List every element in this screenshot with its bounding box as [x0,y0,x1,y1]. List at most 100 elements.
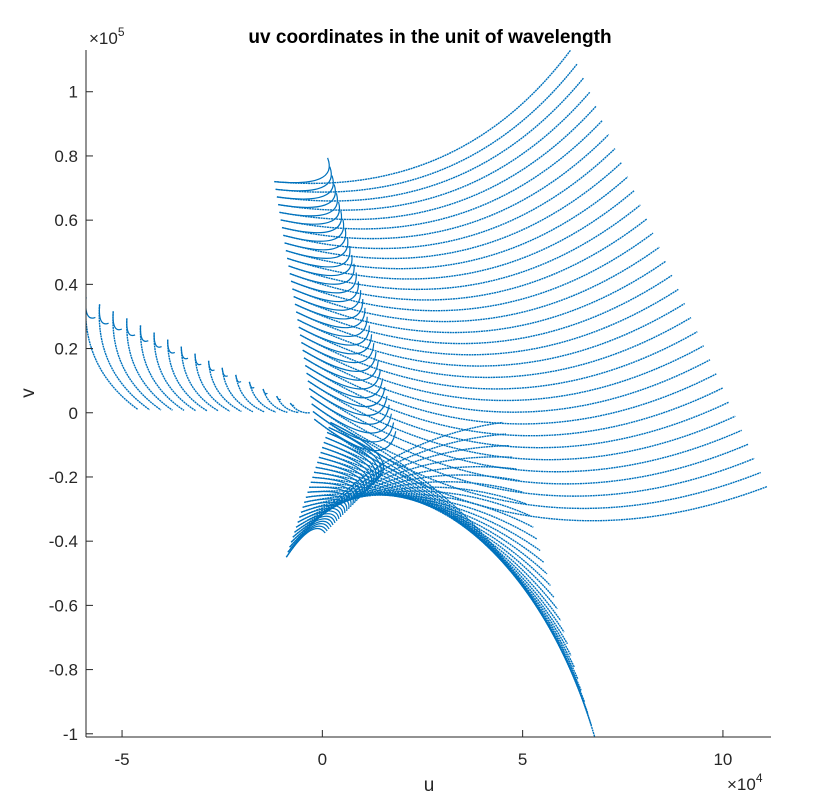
uv-track-segment [278,184,336,208]
uv-track-segment [290,520,332,543]
uv-track-segment [323,441,375,488]
x-exponent-power: 4 [756,771,763,785]
uv-track [112,311,162,411]
uv-track [303,357,717,425]
uv-track [289,402,311,414]
uv-track-segment [294,515,336,533]
uv-track-segment [289,263,355,285]
uv-track [298,316,692,379]
uv-track-segment [294,298,364,320]
uv-track [295,288,679,356]
uv-track [221,367,254,413]
uv-track [207,360,242,413]
uv-track-segment [126,318,136,337]
uv-track [248,381,277,413]
uv-track [276,77,584,202]
uv-track [86,297,139,411]
y-tick-label: -0.8 [49,661,78,680]
uv-track-segment [310,481,357,504]
y-tick-label: 1 [69,83,78,102]
uv-track-segment [288,254,353,277]
uv-track [325,436,586,703]
y-tick-label: -0.6 [49,596,78,615]
uv-track-segment [302,501,346,514]
uv-track-segment [303,357,379,381]
x-exponent-base: ×10 [727,775,756,794]
uv-track-segment [307,380,386,408]
uv-track [284,162,622,260]
y-exponent-base: ×10 [89,29,118,48]
uv-track [299,490,531,518]
data-points [86,50,768,737]
uv-track-segment [293,290,362,311]
uv-track-segment [290,272,357,294]
x-tick-label: 10 [713,750,732,769]
uv-track [274,50,572,185]
uv-track-segment [297,316,368,338]
uv-track [323,441,582,691]
uv-track [321,446,579,679]
uv-track [275,63,578,193]
uv-track-segment [300,504,344,516]
uv-track-segment [167,339,176,354]
x-tick-label: 5 [518,750,527,769]
y-axis-exponent: ×105 [89,25,125,48]
uv-track-segment [317,461,366,496]
uv-track-segment [153,332,162,348]
uv-track-segment [279,193,339,217]
y-tick-label: -0.4 [49,532,78,551]
uv-track-segment [299,507,342,518]
x-ticks: -5 0 5 10 [114,730,732,769]
uv-track-segment [289,402,295,407]
uv-track [288,204,641,291]
y-axis-label: v [18,388,39,398]
uv-track-segment [305,494,350,510]
uv-track-segment [275,166,332,192]
uv-track [286,190,635,280]
uv-track-segment [312,476,359,502]
uv-track-segment [86,297,96,319]
uv-track [302,349,711,413]
y-tick-label: -1 [63,725,78,744]
uv-track-segment [308,388,388,416]
uv-track-segment [284,228,347,251]
y-tick-label: 0 [69,404,78,423]
uv-track-segment [304,498,348,512]
uv-track-segment [180,346,189,360]
uv-track-segment [285,527,326,558]
uv-track [297,302,686,367]
uv-track-segment [326,431,380,484]
uv-track-segment [285,237,349,259]
uv-track [290,232,654,312]
uv-track-segment [330,421,384,480]
uv-track-segment [312,411,395,443]
uv-track [139,325,185,411]
uv-track-segment [295,307,366,329]
y-ticks: -1 -0.8 -0.6 -0.4 -0.2 0 0.2 0.4 0.6 0.8 1 [49,83,93,744]
uv-track [280,119,603,230]
uv-track-segment [112,311,123,331]
uv-track-segment [289,523,330,548]
uv-track [313,418,768,522]
y-tick-label: 0.2 [54,340,78,359]
uv-track-segment [139,325,149,342]
x-axis-exponent: ×104 [727,771,763,794]
y-tick-label: 0.8 [54,147,78,166]
uv-track [262,388,288,413]
uv-track-segment [292,518,334,538]
x-axis-label: u [424,775,435,796]
uv-track-segment [281,210,343,234]
uv-track [290,456,513,543]
uv-track-segment [280,201,341,225]
uv-track-segment [298,325,370,346]
uv-track-segment [313,471,361,500]
uv-track [292,246,660,323]
uv-track [294,274,673,345]
uv-track-segment [301,341,375,364]
uv-track [326,431,589,714]
uv-track [308,387,742,473]
uv-track-segment [309,486,354,506]
uv-track [194,353,231,412]
uv-track [278,91,591,211]
